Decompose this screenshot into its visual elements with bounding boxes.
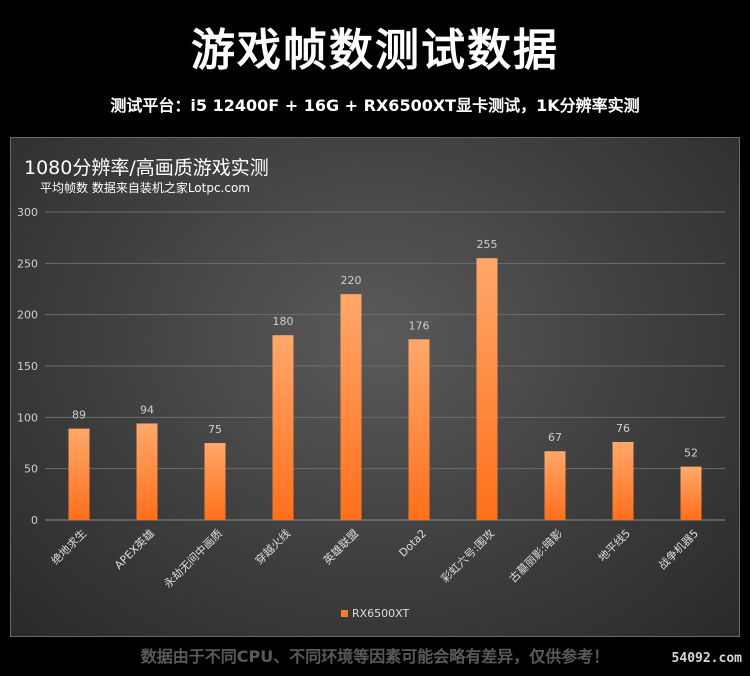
y-tick-label: 50 xyxy=(24,463,38,476)
test-platform-subtitle: 测试平台：i5 12400F + 16G + RX6500XT显卡测试，1K分辨… xyxy=(110,96,640,115)
site-watermark: 54092.com xyxy=(671,651,742,666)
bar-chart: 1080分辨率/高画质游戏实测 平均帧数 数据来自装机之家Lotpc.com 0… xyxy=(17,157,725,620)
bar xyxy=(204,443,226,520)
x-tick-label: 穿越火线 xyxy=(252,526,293,567)
x-tick-label: APEX英雄 xyxy=(111,526,157,572)
data-label: 52 xyxy=(684,447,698,460)
x-tick-label: 古墓丽影:暗影 xyxy=(506,526,565,585)
bar xyxy=(476,258,498,520)
bar xyxy=(612,441,634,520)
data-label: 94 xyxy=(140,403,154,416)
bar xyxy=(68,428,90,520)
bar xyxy=(340,294,362,520)
chart-panel: 1080分辨率/高画质游戏实测 平均帧数 数据来自装机之家Lotpc.com 0… xyxy=(10,137,740,637)
data-label: 255 xyxy=(477,238,498,251)
data-label: 75 xyxy=(208,423,222,436)
bar xyxy=(544,451,566,520)
x-tick-label: 彩虹六号:围攻 xyxy=(438,526,497,585)
y-tick-label: 100 xyxy=(17,411,38,424)
y-tick-label: 250 xyxy=(17,257,38,270)
chart-title: 1080分辨率/高画质游戏实测 xyxy=(24,157,269,179)
legend: RX6500XT xyxy=(341,607,410,620)
x-tick-label: 英雄联盟 xyxy=(320,526,361,567)
data-label: 67 xyxy=(548,431,562,444)
x-tick-label: 战争机器5 xyxy=(655,526,701,572)
y-tick-label: 300 xyxy=(17,206,38,219)
x-axis-ticks: 绝地求生 APEX英雄 永劫无间中画质 穿越火线 英雄联盟 Dota2 彩虹六号:围攻 古墓丽… xyxy=(48,526,701,590)
disclaimer-footer: 数据由于不同CPU、不同环境等因素可能会略有差异，仅供参考！ xyxy=(140,647,610,666)
data-label: 76 xyxy=(616,422,630,435)
legend-swatch xyxy=(341,610,348,617)
data-label: 89 xyxy=(72,409,86,422)
legend-label: RX6500XT xyxy=(352,607,410,620)
data-label: 176 xyxy=(409,319,430,332)
x-tick-label: 永劫无间中画质 xyxy=(161,526,225,590)
chart-subtitle: 平均帧数 数据来自装机之家Lotpc.com xyxy=(40,180,250,195)
data-labels: 89 94 75 180 220 176 255 67 76 52 xyxy=(72,238,698,459)
gridlines xyxy=(45,211,725,521)
bar xyxy=(272,335,294,520)
data-label: 220 xyxy=(341,274,362,287)
page-title: 游戏帧数测试数据 xyxy=(191,25,559,76)
y-tick-label: 0 xyxy=(31,514,38,527)
bars xyxy=(68,258,702,520)
data-label: 180 xyxy=(273,315,294,328)
x-tick-label: Dota2 xyxy=(396,527,429,560)
bar xyxy=(680,466,702,520)
bar xyxy=(408,339,430,520)
y-tick-label: 200 xyxy=(17,309,38,322)
bar xyxy=(136,423,158,520)
x-tick-label: 绝地求生 xyxy=(48,526,89,567)
y-tick-label: 150 xyxy=(17,360,38,373)
y-axis-ticks: 0 50 100 150 200 250 300 xyxy=(17,206,38,527)
x-tick-label: 地平线5 xyxy=(595,526,633,564)
